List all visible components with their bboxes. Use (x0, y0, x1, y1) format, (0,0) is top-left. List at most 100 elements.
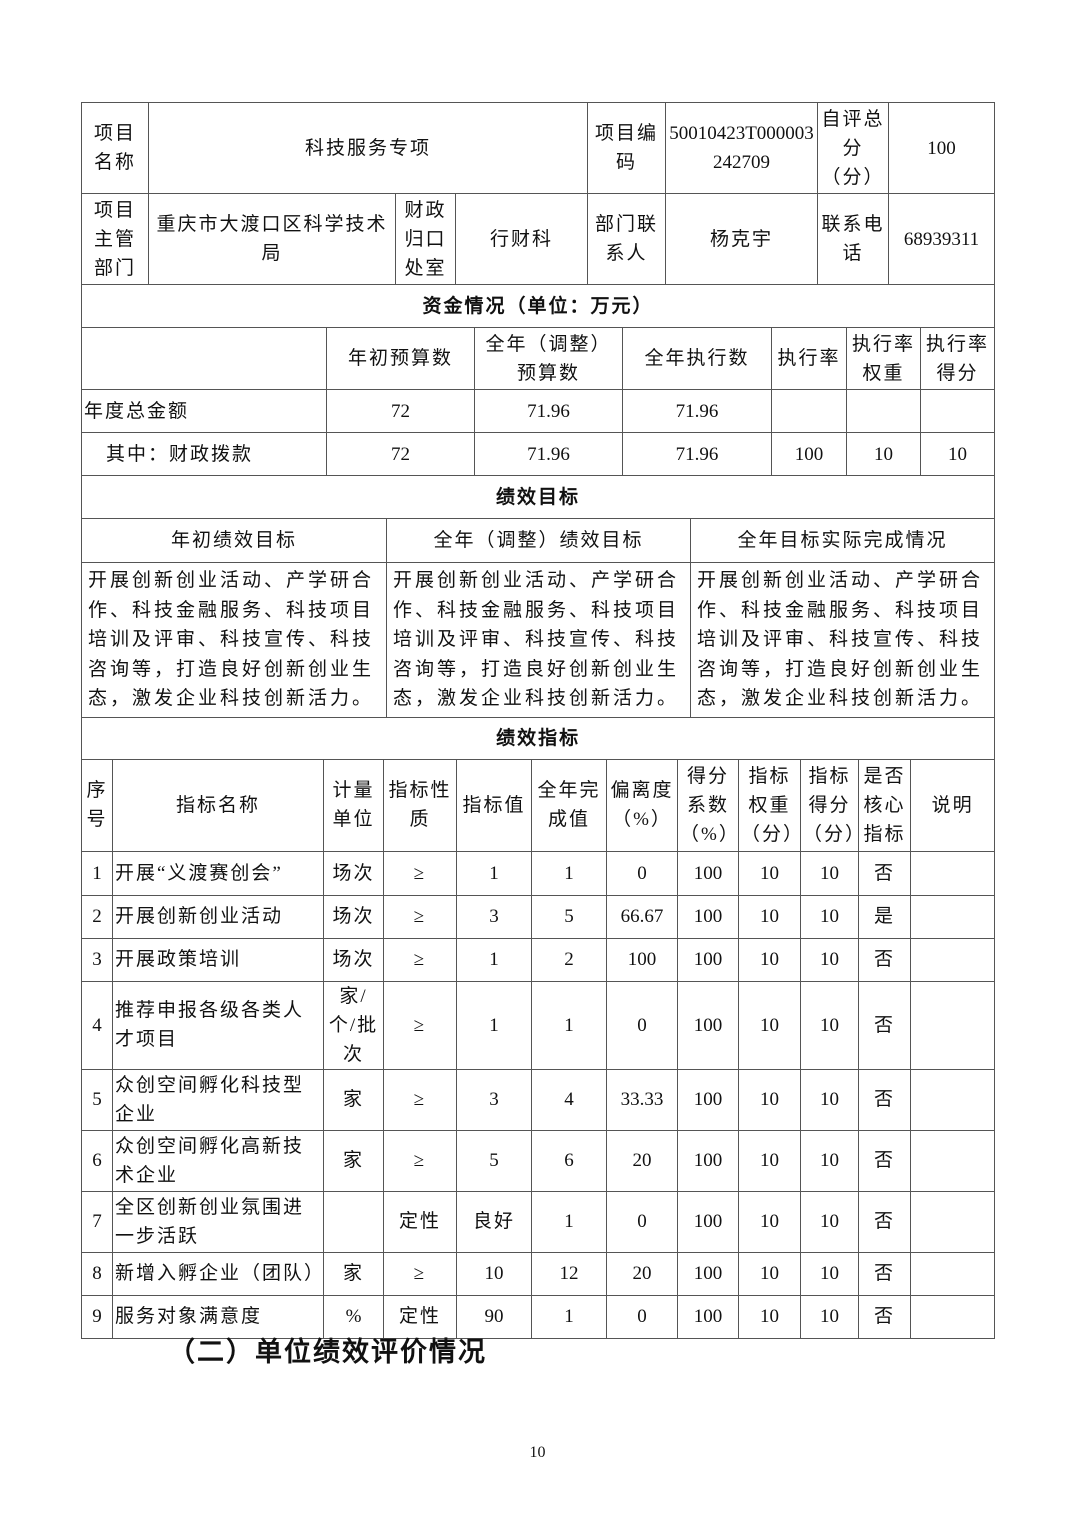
indicator-cell: 否 (858, 980, 911, 1070)
funds-value (771, 389, 847, 433)
indicator-cell: 100 (677, 1294, 739, 1339)
indicator-cell: 4 (81, 980, 113, 1070)
indicator-cell: 10 (738, 1129, 801, 1192)
indicator-cell: 否 (858, 850, 911, 896)
indicator-cell (909, 1190, 996, 1253)
indicator-cell: 10 (800, 850, 859, 896)
indicator-cell: 10 (800, 1190, 859, 1253)
indicator-cell: 100 (677, 980, 739, 1070)
indicator-cell: 10 (800, 1294, 859, 1339)
indicator-cell: 5 (81, 1068, 113, 1131)
indicator-cell: 否 (858, 1129, 911, 1192)
indicator-cell: 100 (677, 937, 739, 982)
indicator-cell (909, 1129, 996, 1192)
goals-table: 绩效目标 年初绩效目标 全年（调整）绩效目标 全年目标实际完成情况 开展创新创业活动… (81, 475, 995, 718)
self-score-label: 自评总分（分） (817, 102, 889, 194)
indicator-cell (323, 1190, 384, 1253)
indicator-cell: 定性 (383, 1294, 457, 1339)
indicator-cell: 2 (81, 894, 113, 939)
phone-value: 68939311 (888, 193, 995, 285)
indicator-cell: 0 (606, 850, 678, 896)
indicator-header: 指标名称 (112, 758, 324, 852)
indicator-header: 偏离度（%） (606, 758, 678, 852)
indicator-cell: 6 (81, 1129, 113, 1192)
indicator-cell: 10 (738, 980, 801, 1070)
indicator-cell: 10 (738, 894, 801, 939)
funds-row: 其中：财政拨款 72 71.96 71.96 100 10 10 (81, 432, 996, 476)
indicator-cell: 否 (858, 1068, 911, 1131)
indicator-cell (909, 1251, 996, 1296)
funds-value: 71.96 (474, 432, 623, 476)
contact-value: 杨克宇 (665, 193, 818, 285)
indicator-cell: 1 (456, 980, 532, 1070)
indicator-cell: 否 (858, 1251, 911, 1296)
indicator-row: 3 开展政策培训 场次 ≥1 2 100 100 10 10 否 (81, 937, 996, 982)
funds-value: 72 (326, 389, 475, 433)
funds-value (919, 389, 996, 433)
indicator-header: 指标值 (456, 758, 532, 852)
indicator-cell: ≥ (383, 1129, 457, 1192)
funds-header: 执行率得分 (919, 327, 996, 390)
indicator-name: 众创空间孵化科技型企业 (112, 1068, 324, 1131)
indicator-cell: 100 (677, 1129, 739, 1192)
indicator-cell: 3 (456, 894, 532, 939)
indicator-cell: 是 (858, 894, 911, 939)
indicator-cell: ≥ (383, 1251, 457, 1296)
contact-label: 部门联系人 (587, 193, 666, 285)
indicator-cell: 0 (606, 1190, 678, 1253)
indicator-row: 9 服务对象满意度% 定性 90 1 0 100 10 10 否 (81, 1294, 996, 1339)
indicator-cell: 0 (606, 1294, 678, 1339)
indicator-header: 是否核心指标 (858, 758, 911, 852)
indicator-cell: 3 (81, 937, 113, 982)
indicator-cell (909, 980, 996, 1070)
indicator-cell: 2 (531, 937, 607, 982)
indicator-name: 开展“义渡赛创会” (112, 850, 324, 896)
indicator-cell: 5 (456, 1129, 532, 1192)
indicator-cell (909, 1294, 996, 1339)
indicator-cell: 1 (531, 980, 607, 1070)
indicator-cell: 1 (531, 1190, 607, 1253)
indicator-header: 序号 (81, 758, 113, 852)
indicator-cell: 10 (800, 894, 859, 939)
page-number: 10 (529, 1444, 546, 1461)
indicator-cell: 10 (456, 1251, 532, 1296)
goal-text: 开展创新创业活动、产学研合作、科技金融服务、科技项目培训及评审、科技宣传、科技咨… (690, 562, 995, 718)
funds-value: 10 (846, 432, 921, 476)
funds-row: 年度总金额 72 71.96 71.96 (81, 389, 996, 433)
indicator-cell: 3 (456, 1068, 532, 1131)
indicator-cell: 1 (456, 850, 532, 896)
funds-value: 71.96 (474, 389, 623, 433)
goals-title: 绩效目标 (81, 475, 995, 519)
indicator-cell: ≥ (383, 894, 457, 939)
indicator-cell: 10 (738, 1190, 801, 1253)
indicator-cell: 10 (738, 937, 801, 982)
indicator-header: 说明 (909, 758, 996, 852)
project-code-label: 项目编码 (587, 102, 666, 194)
indicator-cell: 100 (677, 1190, 739, 1253)
indicator-cell: 10 (738, 1251, 801, 1296)
indicator-row: 7 全区创新创业氛围进一步活跃 定性 良好 1 0 100 10 10 否 (81, 1190, 996, 1253)
phone-label: 联系电话 (817, 193, 889, 285)
indicator-cell: ≥ (383, 937, 457, 982)
indicators-title: 绩效指标 (80, 716, 996, 760)
dept-value: 重庆市大渡口区科学技术局 (148, 193, 396, 285)
indicator-cell (909, 894, 996, 939)
performance-table: 项目名称 科技服务专项 项目编码 50010423T000003242709 自… (80, 102, 996, 1339)
indicator-cell: 家 (323, 1068, 384, 1131)
funds-header: 执行率权重 (846, 327, 921, 390)
indicator-cell: 场次 (323, 894, 384, 939)
indicator-row: 1 开展“义渡赛创会” 场次 ≥1 1 0 100 10 10 否 (81, 850, 996, 896)
indicator-cell: 4 (531, 1068, 607, 1131)
indicator-name: 推荐申报各级各类人才项目 (112, 980, 324, 1070)
indicator-cell: 否 (858, 1190, 911, 1253)
indicator-cell: 10 (800, 1129, 859, 1192)
indicator-cell: 家 (323, 1251, 384, 1296)
indicator-cell: 家/个/批次 (323, 980, 384, 1070)
indicator-cell: 5 (531, 894, 607, 939)
indicator-cell: 12 (531, 1251, 607, 1296)
indicator-cell: 90 (456, 1294, 532, 1339)
indicator-row: 8 新增入孵企业（团队）家 ≥10 12 20 100 10 10 否 (81, 1251, 996, 1296)
indicator-cell: 0 (606, 980, 678, 1070)
indicator-cell: 10 (800, 937, 859, 982)
office-value: 行财科 (455, 193, 588, 285)
